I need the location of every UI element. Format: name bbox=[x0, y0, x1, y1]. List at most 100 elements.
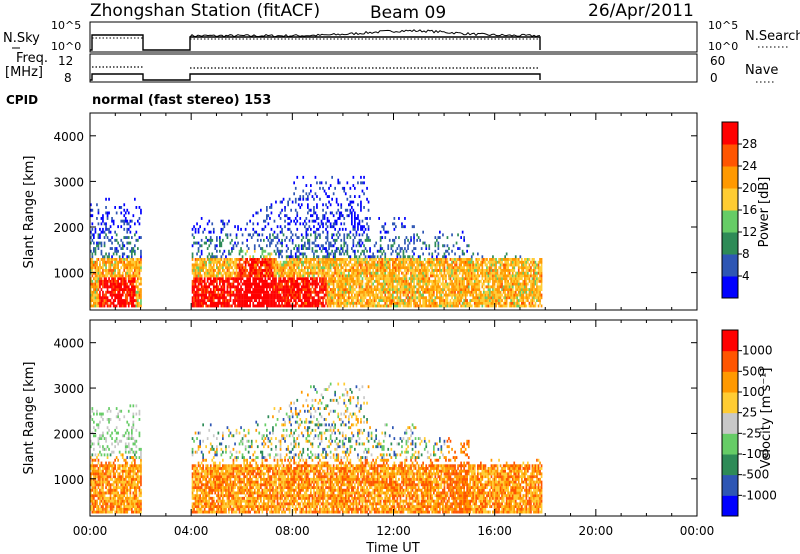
heatmap-cell bbox=[214, 301, 217, 305]
heatmap-cell bbox=[222, 288, 224, 291]
heatmap-cell bbox=[123, 263, 126, 267]
heatmap-cell bbox=[199, 304, 201, 308]
heatmap-cell bbox=[376, 274, 379, 278]
heatmap-cell bbox=[304, 282, 306, 286]
heatmap-cell bbox=[232, 247, 235, 250]
heatmap-cell bbox=[360, 279, 362, 283]
heatmap-cell bbox=[361, 279, 364, 283]
heatmap-cell bbox=[282, 296, 285, 300]
heatmap-cell bbox=[134, 279, 136, 283]
heatmap-cell bbox=[205, 241, 207, 245]
heatmap-cell bbox=[404, 290, 406, 294]
heatmap-cell bbox=[226, 258, 229, 261]
heatmap-cell bbox=[100, 271, 103, 275]
heatmap-cell bbox=[372, 269, 374, 272]
heatmap-cell bbox=[94, 274, 97, 278]
heatmap-cell bbox=[202, 260, 204, 264]
heatmap-cell bbox=[94, 296, 97, 300]
heatmap-cell bbox=[443, 282, 446, 286]
heatmap-cell bbox=[269, 304, 271, 308]
heatmap-cell bbox=[129, 288, 132, 291]
heatmap-cell bbox=[94, 304, 97, 308]
heatmap-cell bbox=[322, 208, 324, 212]
heatmap-cell bbox=[437, 288, 440, 291]
heatmap-cell bbox=[294, 217, 297, 220]
heatmap-cell bbox=[516, 285, 519, 289]
heatmap-cell bbox=[203, 241, 206, 245]
heatmap-cell bbox=[498, 288, 500, 291]
heatmap-cell bbox=[310, 304, 312, 308]
heatmap-cell bbox=[352, 208, 355, 212]
heatmap-cell bbox=[117, 269, 119, 272]
heatmap-cell bbox=[256, 258, 259, 261]
heatmap-cell bbox=[398, 277, 400, 281]
heatmap-cell bbox=[229, 290, 232, 294]
heatmap-cell bbox=[481, 271, 484, 275]
heatmap-cell bbox=[316, 279, 318, 283]
heatmap-cell bbox=[272, 233, 274, 237]
heatmap-cell bbox=[193, 263, 195, 267]
heatmap-cell bbox=[504, 301, 506, 305]
heatmap-cell bbox=[498, 266, 500, 270]
heatmap-cell bbox=[191, 299, 194, 302]
heatmap-cell bbox=[511, 293, 514, 297]
heatmap-cell bbox=[135, 271, 138, 275]
heatmap-cell bbox=[402, 263, 405, 267]
heatmap-cell bbox=[396, 301, 399, 305]
heatmap-cell bbox=[322, 277, 324, 281]
heatmap-cell bbox=[469, 269, 472, 272]
heatmap-cell bbox=[332, 282, 335, 286]
heatmap-cell bbox=[431, 252, 434, 256]
heatmap-cell bbox=[219, 299, 221, 302]
heatmap-cell bbox=[217, 271, 220, 275]
heatmap-cell bbox=[382, 277, 385, 281]
heatmap-cell bbox=[314, 263, 317, 267]
heatmap-cell bbox=[357, 222, 359, 226]
heatmap-cell bbox=[355, 296, 358, 300]
heatmap-cell bbox=[381, 293, 384, 297]
heatmap-cell bbox=[208, 296, 211, 300]
heatmap-cell bbox=[514, 285, 517, 289]
heatmap-cell bbox=[228, 252, 230, 256]
heatmap-cell bbox=[364, 266, 367, 270]
heatmap-cell bbox=[408, 241, 411, 245]
heatmap-cell bbox=[94, 249, 97, 253]
heatmap-cell bbox=[340, 238, 343, 242]
heatmap-cell bbox=[314, 230, 317, 234]
heatmap-cell bbox=[475, 290, 478, 294]
heatmap-cell bbox=[219, 271, 221, 275]
heatmap-cell bbox=[305, 299, 308, 302]
heatmap-cell bbox=[502, 285, 505, 289]
heatmap-cell bbox=[392, 271, 394, 275]
heatmap-cell bbox=[294, 293, 297, 297]
heatmap-cell bbox=[487, 304, 490, 308]
heatmap-cell bbox=[475, 293, 478, 297]
heatmap-cell bbox=[253, 279, 256, 283]
heatmap-cell bbox=[263, 290, 265, 294]
heatmap-cell bbox=[470, 304, 473, 308]
heatmap-cell bbox=[290, 304, 292, 308]
heatmap-cell bbox=[196, 222, 198, 226]
heatmap-cell bbox=[252, 290, 255, 294]
heatmap-cell bbox=[269, 258, 271, 261]
heatmap-cell bbox=[114, 260, 116, 264]
heatmap-cell bbox=[93, 293, 95, 297]
heatmap-cell bbox=[410, 290, 412, 294]
heatmap-cell bbox=[517, 279, 520, 283]
heatmap-cell bbox=[445, 249, 447, 253]
heatmap-cell bbox=[484, 274, 487, 278]
heatmap-cell bbox=[341, 260, 344, 264]
heatmap-cell bbox=[103, 279, 106, 283]
heatmap-cell bbox=[305, 233, 308, 237]
heatmap-cell bbox=[234, 274, 236, 278]
heatmap-cell bbox=[256, 211, 259, 215]
heatmap-cell bbox=[521, 290, 523, 294]
heatmap-cell bbox=[296, 279, 299, 283]
heatmap-cell bbox=[96, 296, 98, 300]
heatmap-cell bbox=[460, 269, 462, 272]
heatmap-cell bbox=[243, 301, 245, 305]
heatmap-cell bbox=[411, 225, 414, 229]
heatmap-cell bbox=[417, 255, 420, 259]
heatmap-cell bbox=[442, 255, 444, 259]
heatmap-cell bbox=[314, 192, 317, 196]
